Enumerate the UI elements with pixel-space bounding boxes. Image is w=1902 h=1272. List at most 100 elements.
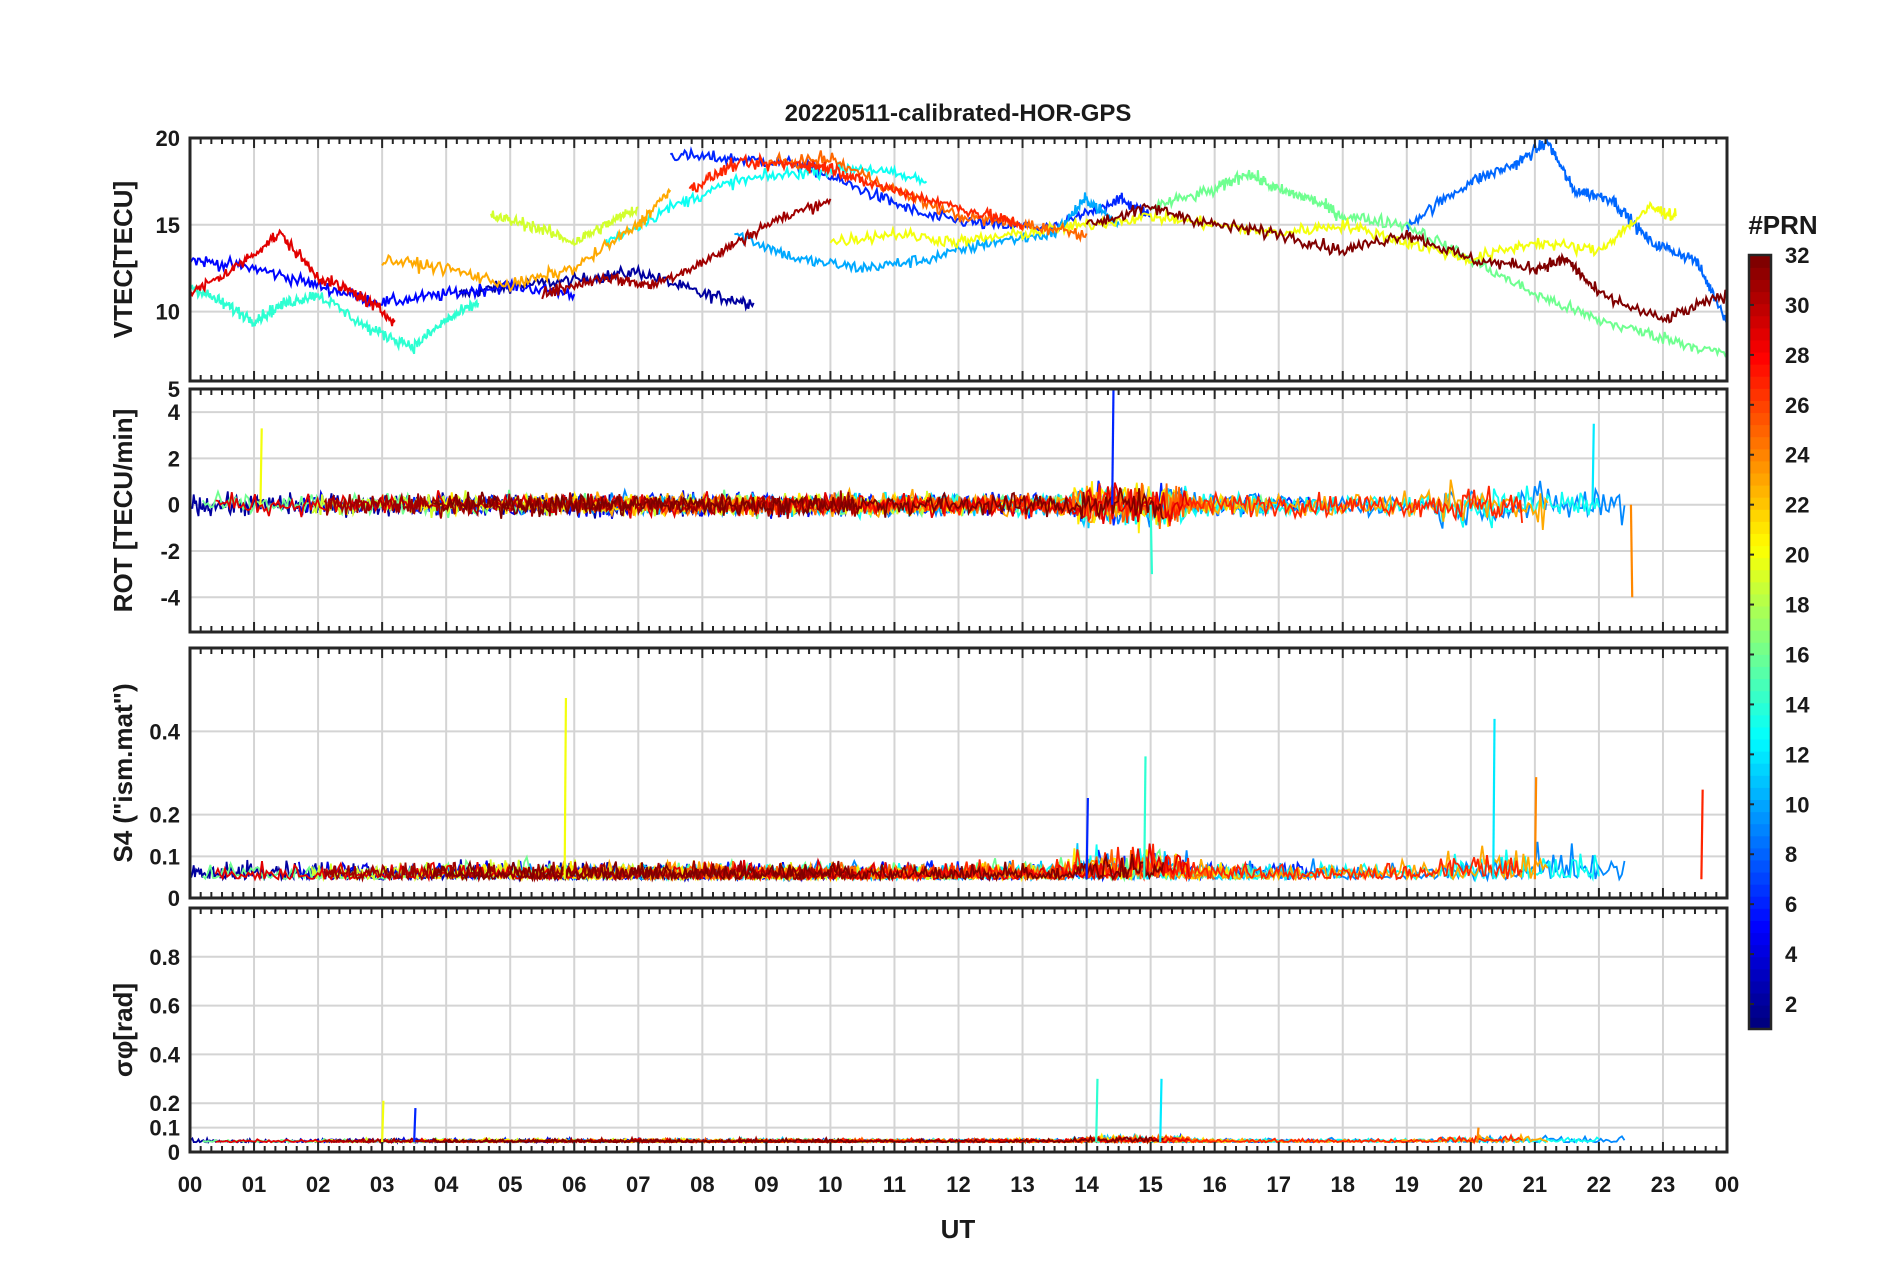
colorbar-segment — [1749, 629, 1771, 643]
colorbar-segment — [1749, 642, 1771, 655]
x-tick-label: 14 — [1074, 1172, 1099, 1197]
colorbar-tick-label: 26 — [1785, 393, 1809, 418]
x-tick-label: 19 — [1395, 1172, 1419, 1197]
colorbar-segment — [1749, 908, 1771, 921]
vtec-series-prn-16 — [1149, 169, 1728, 358]
colorbar-tick-label: 30 — [1785, 293, 1809, 318]
rot-series-group — [189, 388, 1634, 598]
colorbar-segment — [1749, 327, 1771, 341]
x-tick-label: 04 — [434, 1172, 459, 1197]
colorbar-tick-label: 10 — [1785, 792, 1809, 817]
x-tick-label: 16 — [1202, 1172, 1226, 1197]
colorbar-segment — [1749, 920, 1771, 934]
x-tick-label: 23 — [1651, 1172, 1675, 1197]
sigma_phi-y-axis-label: σφ[rad] — [108, 983, 138, 1077]
sigma_phi-series-group — [189, 1078, 1626, 1145]
panel-vtec: 10 15 20 VTEC[TECU] — [108, 126, 1729, 383]
colorbar-label: #PRN — [1748, 210, 1817, 240]
colorbar-segment — [1749, 291, 1771, 305]
colorbar-tick-label: 28 — [1785, 343, 1809, 368]
colorbar-segment — [1749, 424, 1771, 438]
colorbar-segment — [1749, 545, 1771, 559]
colorbar-segment — [1749, 883, 1771, 897]
colorbar-segment — [1749, 980, 1771, 994]
colorbar-segment — [1749, 956, 1771, 970]
x-tick-label: 12 — [946, 1172, 970, 1197]
colorbar-segment — [1749, 303, 1771, 317]
y-tick-label: 0 — [168, 1140, 180, 1165]
colorbar-segment — [1749, 351, 1771, 365]
rot-spike — [1111, 388, 1115, 505]
x-tick-label: 21 — [1523, 1172, 1547, 1197]
colorbar-segment — [1749, 666, 1771, 680]
y-tick-label: 0.2 — [149, 1091, 180, 1116]
rot-spike — [1591, 423, 1595, 505]
vtec-series-prn-20 — [829, 200, 1677, 267]
y-tick-label: 20 — [156, 126, 180, 151]
s4-series-prn-32 — [432, 853, 1165, 883]
colorbar-tick-label: 22 — [1785, 493, 1809, 518]
vtec-axes-frame — [188, 136, 1729, 383]
colorbar-segment — [1749, 654, 1771, 667]
x-tick-label: 08 — [690, 1172, 714, 1197]
vtec-series-prn-2 — [458, 263, 755, 312]
y-tick-label: 4 — [168, 400, 181, 425]
sigma_phi-series-prn-27 — [747, 1133, 1523, 1145]
colorbar-segment — [1749, 859, 1771, 873]
colorbar-segment — [1749, 569, 1771, 583]
vtec-y-axis-label: VTEC[TECU] — [108, 181, 138, 338]
x-tick-label: 17 — [1266, 1172, 1290, 1197]
y-tick-label: 0.4 — [149, 1042, 180, 1067]
vtec-series-prn-6 — [670, 146, 1151, 235]
colorbar-segment — [1749, 895, 1771, 909]
colorbar-segment — [1749, 581, 1771, 595]
colorbar-segment — [1749, 871, 1771, 885]
y-tick-label: 0 — [168, 886, 180, 911]
y-tick-label: 0 — [168, 493, 180, 518]
y-tick-label: 0.8 — [149, 945, 180, 970]
colorbar-segment — [1749, 847, 1771, 861]
panel-s4: 0 0.1 0.2 0.4 S4 ("ism.mat") — [108, 646, 1729, 911]
vtec-series-prn-14 — [189, 283, 480, 355]
colorbar-segment — [1749, 267, 1771, 280]
x-tick-label: 18 — [1331, 1172, 1355, 1197]
colorbar-tick-label: 16 — [1785, 642, 1809, 667]
colorbar-segment — [1749, 496, 1771, 510]
colorbar-tick-label: 6 — [1785, 892, 1797, 917]
colorbar-segment — [1749, 400, 1771, 414]
x-tick-label: 02 — [306, 1172, 330, 1197]
colorbar-segment — [1749, 363, 1771, 377]
sigma_phi-spike — [1095, 1078, 1099, 1143]
colorbar-tick-label: 2 — [1785, 992, 1797, 1017]
colorbar-segment — [1749, 738, 1771, 752]
rot-axes-frame — [188, 387, 1729, 634]
colorbar-segment — [1749, 726, 1771, 740]
vtec-series-prn-8 — [1405, 136, 1728, 325]
x-tick-label: 09 — [754, 1172, 778, 1197]
colorbar-segment — [1749, 762, 1771, 776]
colorbar-segment — [1749, 702, 1771, 716]
y-tick-label: -4 — [160, 585, 180, 610]
colorbar-tick-label: 18 — [1785, 593, 1809, 618]
s4-spike — [1492, 718, 1496, 880]
vtec-series-group — [189, 136, 1728, 358]
y-tick-label: 0.1 — [149, 1116, 180, 1141]
sigma_phi-spike — [1159, 1078, 1163, 1143]
colorbar-segment — [1749, 968, 1771, 982]
colorbar-segment — [1749, 375, 1771, 389]
colorbar-tick-label: 4 — [1785, 942, 1798, 967]
colorbar-tick-label: 20 — [1785, 543, 1809, 568]
x-tick-label: 22 — [1587, 1172, 1611, 1197]
colorbar-segment — [1749, 823, 1771, 837]
colorbar-segment — [1749, 460, 1771, 474]
colorbar-segment — [1749, 1004, 1771, 1018]
rot-series-prn-31 — [323, 490, 857, 519]
colorbar-segment — [1749, 557, 1771, 571]
s4-y-axis-label: S4 ("ism.mat") — [108, 683, 138, 862]
colorbar-segment — [1749, 339, 1771, 353]
s4-axes-frame — [188, 646, 1729, 900]
colorbar-tick-label: 14 — [1785, 692, 1810, 717]
colorbar-tick-label: 12 — [1785, 742, 1809, 767]
